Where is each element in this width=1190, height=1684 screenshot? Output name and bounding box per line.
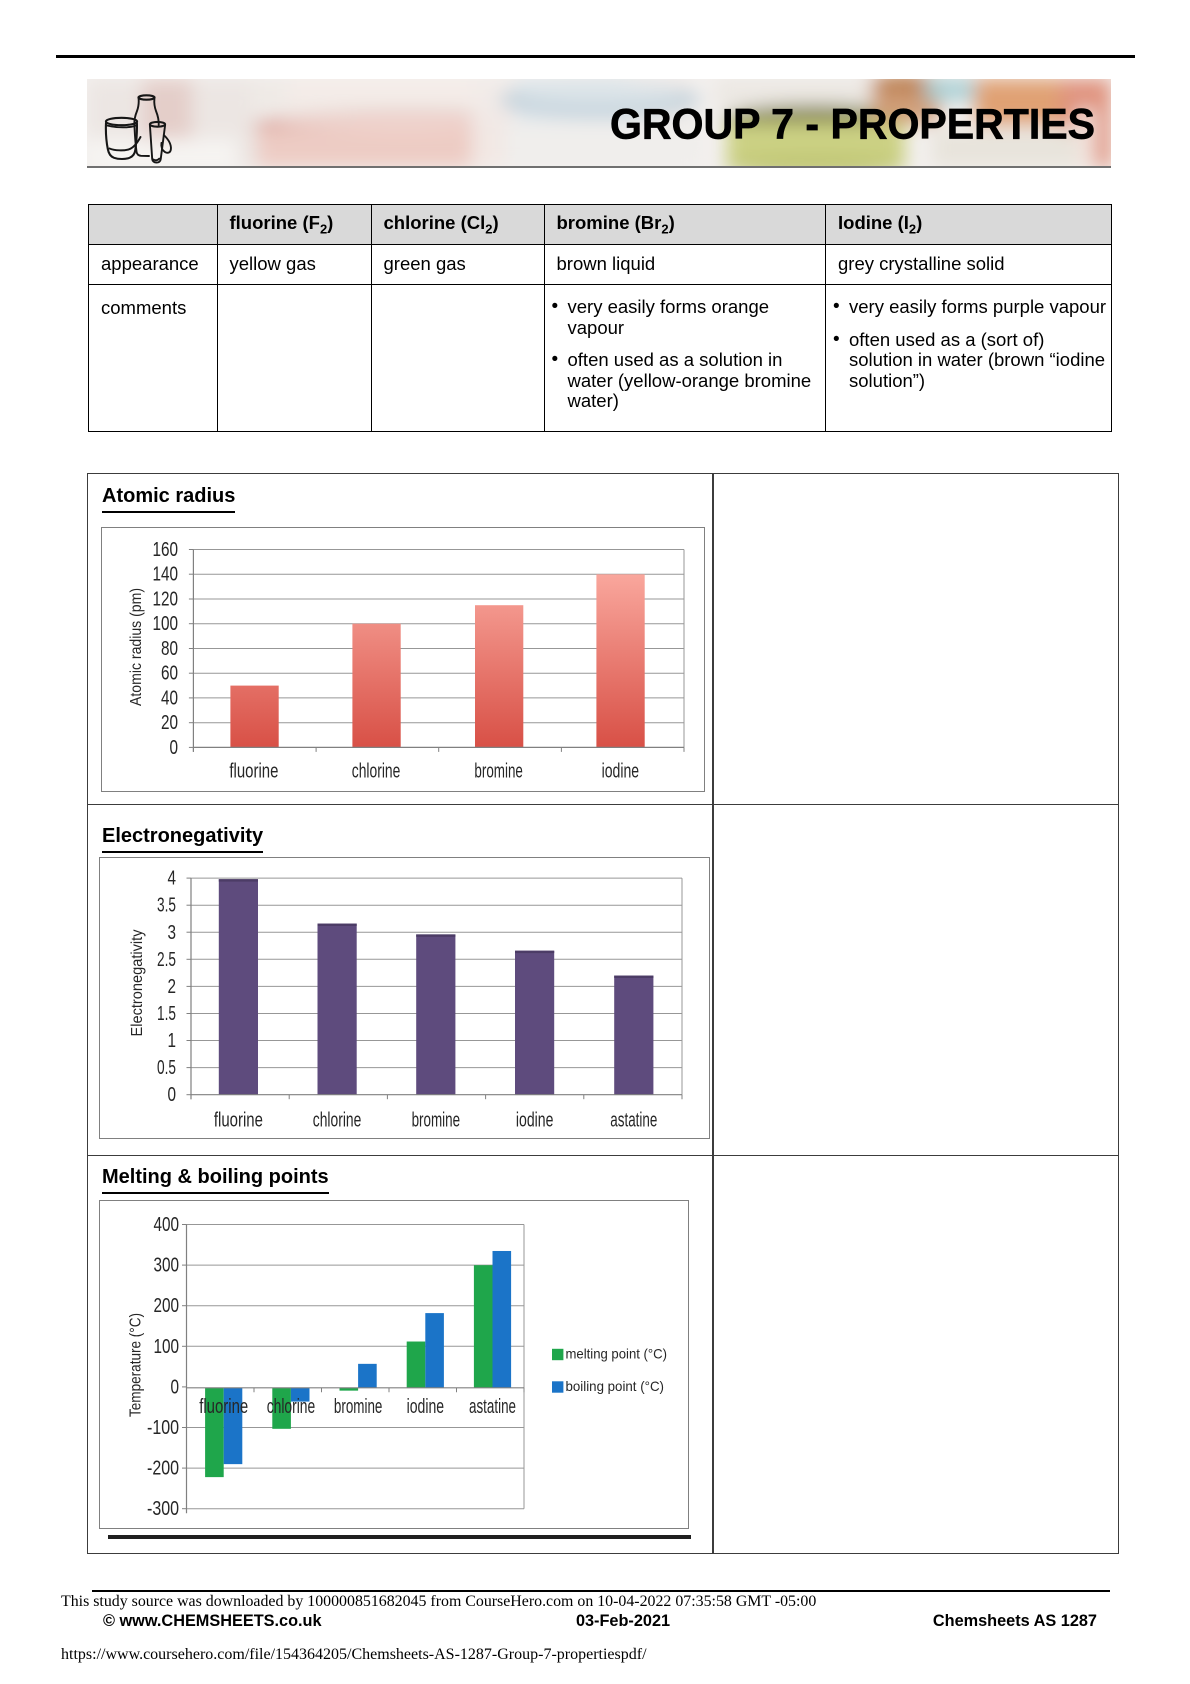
svg-text:160: 160 [153, 539, 179, 561]
svg-text:-200: -200 [147, 1458, 179, 1480]
svg-text:400: 400 [154, 1214, 180, 1236]
svg-text:Electronegativity: Electronegativity [129, 930, 146, 1037]
svg-text:iodine: iodine [602, 761, 640, 783]
svg-text:20: 20 [161, 712, 178, 734]
svg-text:bromine: bromine [412, 1110, 461, 1132]
svg-text:boiling point (°C): boiling point (°C) [566, 1378, 665, 1394]
svg-text:iodine: iodine [516, 1110, 554, 1132]
svg-text:chlorine: chlorine [352, 761, 401, 783]
svg-text:Temperature (°C): Temperature (°C) [128, 1313, 145, 1417]
svg-text:Atomic radius (pm): Atomic radius (pm) [128, 588, 145, 706]
svg-text:80: 80 [161, 638, 178, 660]
svg-text:fluorine: fluorine [199, 1396, 248, 1418]
svg-text:2.5: 2.5 [157, 949, 176, 971]
svg-text:iodine: iodine [407, 1396, 445, 1418]
svg-text:300: 300 [154, 1255, 180, 1277]
svg-text:fluorine: fluorine [214, 1110, 263, 1132]
svg-text:60: 60 [161, 663, 178, 685]
svg-text:40: 40 [161, 687, 178, 709]
svg-text:3: 3 [168, 922, 177, 944]
svg-text:0: 0 [168, 1084, 177, 1106]
svg-text:bromine: bromine [334, 1396, 383, 1418]
svg-text:fluorine: fluorine [229, 761, 278, 783]
svg-text:chlorine: chlorine [267, 1396, 316, 1418]
svg-text:100: 100 [153, 613, 179, 635]
svg-text:0: 0 [171, 1376, 180, 1398]
svg-text:3.5: 3.5 [157, 895, 176, 917]
svg-text:0: 0 [170, 737, 179, 759]
svg-text:140: 140 [153, 564, 179, 586]
svg-text:astatine: astatine [610, 1110, 657, 1132]
svg-text:1.5: 1.5 [157, 1003, 176, 1025]
svg-text:melting point (°C): melting point (°C) [566, 1346, 668, 1362]
svg-text:200: 200 [154, 1295, 180, 1317]
svg-text:0.5: 0.5 [157, 1057, 176, 1079]
svg-text:astatine: astatine [469, 1396, 516, 1418]
svg-text:bromine: bromine [474, 761, 523, 783]
svg-text:-100: -100 [147, 1417, 179, 1439]
svg-text:2: 2 [168, 976, 177, 998]
svg-text:120: 120 [153, 589, 179, 611]
svg-text:1: 1 [168, 1030, 177, 1052]
svg-text:100: 100 [154, 1336, 180, 1358]
svg-text:4: 4 [168, 868, 177, 890]
svg-text:-300: -300 [147, 1498, 179, 1520]
svg-text:chlorine: chlorine [313, 1110, 362, 1132]
svg-text:GROUP 7 - PROPERTIES: GROUP 7 - PROPERTIES [610, 102, 1095, 149]
